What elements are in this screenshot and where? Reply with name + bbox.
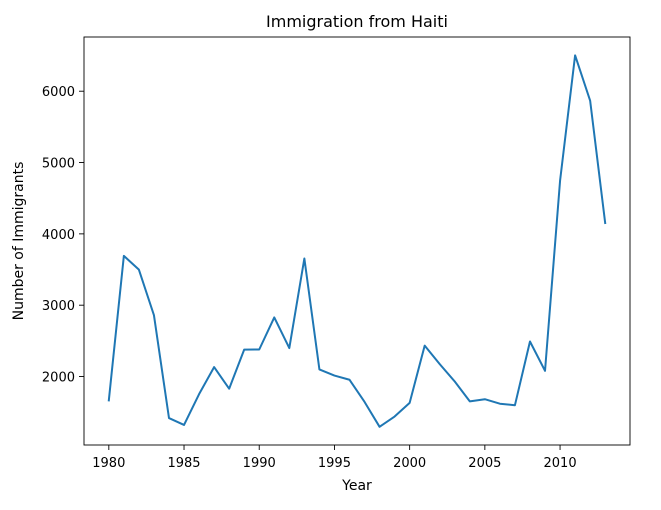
y-tick-label-4000: 4000 bbox=[42, 228, 75, 243]
data-point-1993 bbox=[303, 257, 305, 259]
data-point-1986 bbox=[198, 393, 200, 395]
data-point-1995 bbox=[333, 375, 335, 377]
data-point-1992 bbox=[288, 347, 290, 349]
x-tick-label-2000: 2000 bbox=[393, 456, 426, 471]
chart-title: Immigration from Haiti bbox=[266, 12, 448, 31]
x-tick-label-1985: 1985 bbox=[167, 456, 200, 471]
data-point-2004 bbox=[469, 400, 471, 402]
data-point-2006 bbox=[499, 403, 501, 405]
data-point-2000 bbox=[409, 402, 411, 404]
data-point-1996 bbox=[348, 379, 350, 381]
data-point-1984 bbox=[168, 417, 170, 419]
data-point-1988 bbox=[228, 388, 230, 390]
data-point-1983 bbox=[153, 314, 155, 316]
data-point-1990 bbox=[258, 348, 260, 350]
y-tick-label-5000: 5000 bbox=[42, 157, 75, 172]
data-point-1999 bbox=[394, 416, 396, 418]
data-point-2002 bbox=[439, 363, 441, 365]
x-axis: 1980 1985 1990 1995 2000 2005 2010 bbox=[92, 445, 577, 471]
data-point-2005 bbox=[484, 398, 486, 400]
data-point-1991 bbox=[273, 316, 275, 318]
data-point-2008 bbox=[529, 341, 531, 343]
data-point-1994 bbox=[318, 368, 320, 370]
data-point-1980 bbox=[108, 399, 110, 401]
y-tick-label-2000: 2000 bbox=[42, 371, 75, 386]
data-point-2012 bbox=[589, 100, 591, 102]
x-axis-label: Year bbox=[341, 478, 372, 494]
data-point-1985 bbox=[183, 424, 185, 426]
data-point-2003 bbox=[454, 381, 456, 383]
x-tick-label-1990: 1990 bbox=[243, 456, 276, 471]
data-point-2001 bbox=[424, 345, 426, 347]
data-point-1989 bbox=[243, 349, 245, 351]
data-point-2007 bbox=[514, 404, 516, 406]
data-point-1982 bbox=[138, 269, 140, 271]
plot-layer bbox=[107, 54, 607, 428]
y-axis: 2000 3000 4000 5000 6000 bbox=[42, 85, 84, 386]
data-point-2010 bbox=[559, 180, 561, 182]
data-point-1981 bbox=[123, 255, 125, 257]
y-tick-label-6000: 6000 bbox=[42, 85, 75, 100]
x-tick-label-2005: 2005 bbox=[468, 456, 501, 471]
y-axis-label: Number of Immigrants bbox=[11, 162, 27, 321]
y-tick-label-3000: 3000 bbox=[42, 299, 75, 314]
data-point-1997 bbox=[364, 401, 366, 403]
plot-area-frame bbox=[83, 36, 631, 446]
data-point-1987 bbox=[213, 366, 215, 368]
series-line-0 bbox=[107, 54, 607, 428]
data-point-2011 bbox=[574, 54, 576, 56]
x-tick-label-2010: 2010 bbox=[544, 456, 577, 471]
data-point-1998 bbox=[379, 426, 381, 428]
data-point-2013 bbox=[604, 222, 606, 224]
data-point-2009 bbox=[544, 370, 546, 372]
x-tick-label-1995: 1995 bbox=[318, 456, 351, 471]
x-tick-label-1980: 1980 bbox=[92, 456, 125, 471]
